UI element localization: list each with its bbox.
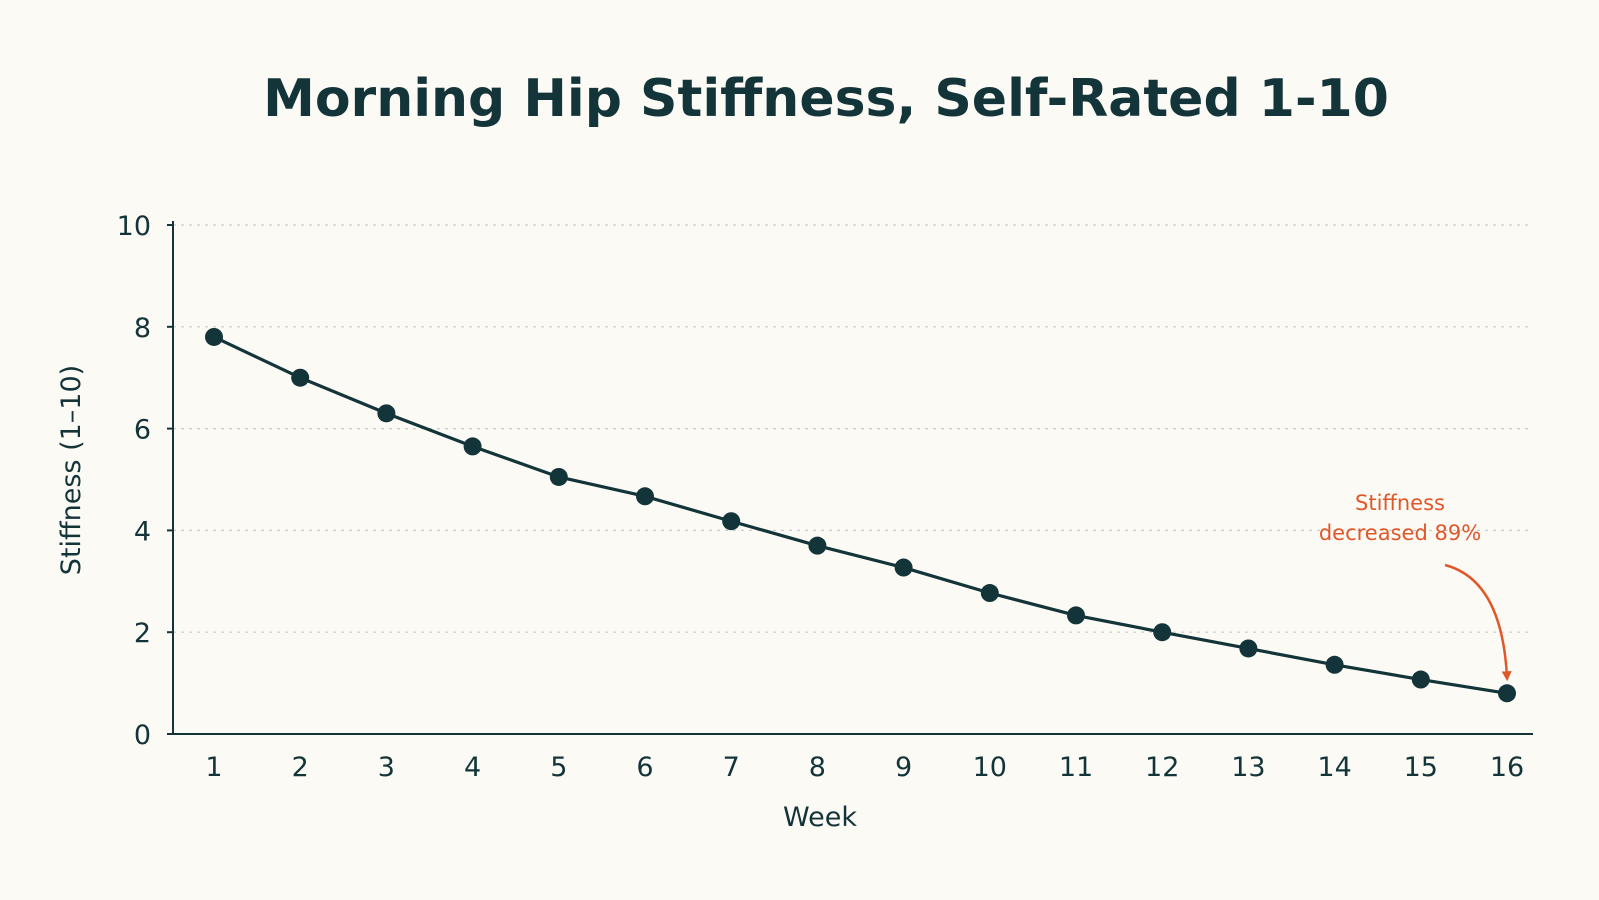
data-point-week-5 <box>549 467 568 486</box>
y-tick-label-6: 6 <box>134 415 151 446</box>
data-point-week-1 <box>205 327 223 346</box>
data-point-week-8 <box>808 536 827 555</box>
data-point-week-9 <box>894 558 913 577</box>
x-tick-label-14: 14 <box>1317 752 1351 783</box>
annotation-text-0-line-1: decreased 89% <box>1319 521 1481 545</box>
y-tick-label-4: 4 <box>134 516 151 547</box>
data-point-week-6 <box>636 487 654 506</box>
x-axis-label: Week <box>783 802 857 833</box>
x-tick-label-3: 3 <box>378 752 395 783</box>
data-series <box>205 327 1516 703</box>
x-tick-label-7: 7 <box>723 752 740 783</box>
annotation-text-0-line-0: Stiffness <box>1355 491 1445 515</box>
data-point-week-12 <box>1153 623 1172 642</box>
y-tick-label-0: 0 <box>134 720 151 751</box>
x-tick-label-15: 15 <box>1404 752 1438 783</box>
series-line-0 <box>213 335 1508 695</box>
data-point-week-16 <box>1498 684 1516 703</box>
x-tick-label-4: 4 <box>464 752 481 783</box>
data-point-week-11 <box>1067 606 1085 625</box>
y-tick-label-8: 8 <box>134 313 151 344</box>
gridlines <box>173 224 1533 633</box>
annotation: Stiffness decreased 89% <box>1319 491 1512 682</box>
x-tick-label-1: 1 <box>205 752 222 783</box>
data-point-week-15 <box>1411 670 1430 689</box>
x-tick-label-2: 2 <box>292 752 309 783</box>
x-tick-label-10: 10 <box>973 752 1007 783</box>
x-tick-label-12: 12 <box>1145 752 1179 783</box>
chart-title: Morning Hip Stiffness, Self-Rated 1-10 <box>263 69 1389 129</box>
data-point-week-14 <box>1325 655 1344 674</box>
axes <box>167 221 1533 735</box>
data-point-week-10 <box>980 584 999 603</box>
x-tick-label-5: 5 <box>550 752 567 783</box>
data-point-week-7 <box>722 512 741 531</box>
y-axis-label: Stiffness (1–10) <box>56 365 87 575</box>
x-tick-label-11: 11 <box>1059 752 1093 783</box>
x-tick-label-9: 9 <box>895 752 912 783</box>
x-tick-label-16: 16 <box>1490 752 1524 783</box>
y-tick-label-10: 10 <box>117 211 151 242</box>
data-point-week-2 <box>291 368 310 387</box>
x-tick-label-8: 8 <box>809 752 826 783</box>
y-tick-label-2: 2 <box>134 618 151 649</box>
x-tick-label-13: 13 <box>1231 752 1265 783</box>
data-point-week-13 <box>1239 639 1258 658</box>
data-point-week-3 <box>377 404 396 423</box>
data-point-week-4 <box>463 437 482 456</box>
x-tick-label-6: 6 <box>636 752 653 783</box>
annotation-arrow-0 <box>1444 563 1512 682</box>
